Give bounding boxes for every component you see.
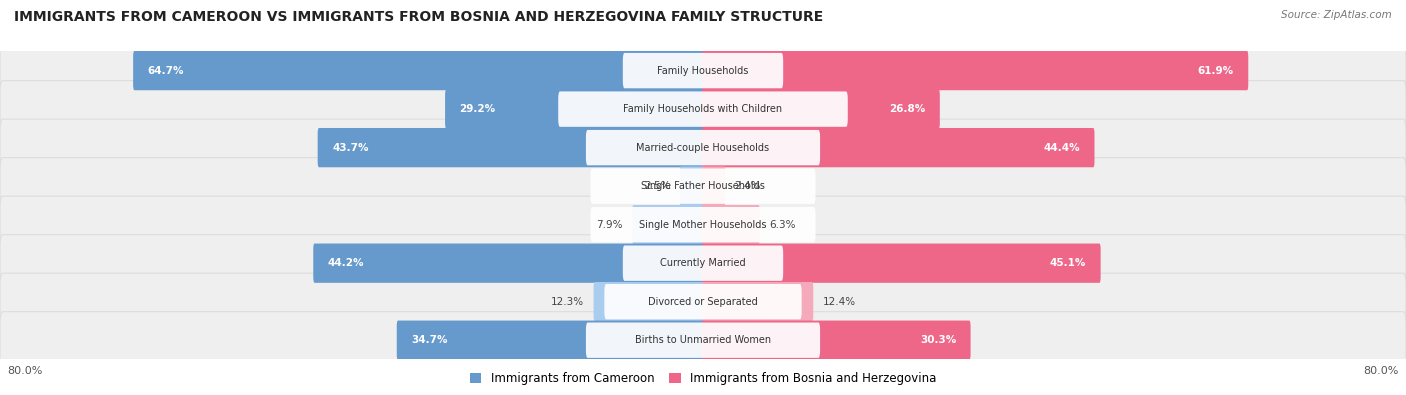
FancyBboxPatch shape bbox=[0, 235, 1406, 292]
Text: Family Households: Family Households bbox=[658, 66, 748, 75]
FancyBboxPatch shape bbox=[0, 196, 1406, 253]
Text: 12.4%: 12.4% bbox=[823, 297, 856, 307]
Text: 80.0%: 80.0% bbox=[7, 366, 42, 376]
Text: 26.8%: 26.8% bbox=[889, 104, 925, 114]
Text: Family Households with Children: Family Households with Children bbox=[623, 104, 783, 114]
FancyBboxPatch shape bbox=[591, 207, 815, 243]
Text: 64.7%: 64.7% bbox=[148, 66, 184, 75]
FancyBboxPatch shape bbox=[586, 130, 820, 166]
FancyBboxPatch shape bbox=[0, 42, 1406, 99]
FancyBboxPatch shape bbox=[318, 128, 704, 167]
Text: Births to Unmarried Women: Births to Unmarried Women bbox=[636, 335, 770, 345]
FancyBboxPatch shape bbox=[134, 51, 704, 90]
Text: 2.4%: 2.4% bbox=[734, 181, 761, 191]
FancyBboxPatch shape bbox=[558, 91, 848, 127]
Text: 43.7%: 43.7% bbox=[332, 143, 368, 152]
Text: 29.2%: 29.2% bbox=[460, 104, 496, 114]
Text: 80.0%: 80.0% bbox=[1364, 366, 1399, 376]
FancyBboxPatch shape bbox=[702, 90, 939, 129]
FancyBboxPatch shape bbox=[0, 312, 1406, 369]
FancyBboxPatch shape bbox=[586, 322, 820, 358]
Text: Divorced or Separated: Divorced or Separated bbox=[648, 297, 758, 307]
FancyBboxPatch shape bbox=[593, 282, 704, 321]
FancyBboxPatch shape bbox=[0, 81, 1406, 137]
FancyBboxPatch shape bbox=[702, 51, 1249, 90]
FancyBboxPatch shape bbox=[0, 273, 1406, 330]
FancyBboxPatch shape bbox=[605, 284, 801, 320]
Text: Source: ZipAtlas.com: Source: ZipAtlas.com bbox=[1281, 10, 1392, 20]
Text: Married-couple Households: Married-couple Households bbox=[637, 143, 769, 152]
FancyBboxPatch shape bbox=[702, 282, 813, 321]
Text: 12.3%: 12.3% bbox=[551, 297, 585, 307]
Text: 61.9%: 61.9% bbox=[1198, 66, 1234, 75]
Text: 7.9%: 7.9% bbox=[596, 220, 623, 229]
FancyBboxPatch shape bbox=[591, 168, 815, 204]
FancyBboxPatch shape bbox=[0, 119, 1406, 176]
FancyBboxPatch shape bbox=[396, 321, 704, 360]
FancyBboxPatch shape bbox=[702, 128, 1094, 167]
Text: 6.3%: 6.3% bbox=[769, 220, 796, 229]
FancyBboxPatch shape bbox=[0, 158, 1406, 214]
Legend: Immigrants from Cameroon, Immigrants from Bosnia and Herzegovina: Immigrants from Cameroon, Immigrants fro… bbox=[470, 372, 936, 385]
FancyBboxPatch shape bbox=[314, 244, 704, 283]
FancyBboxPatch shape bbox=[679, 167, 704, 206]
FancyBboxPatch shape bbox=[623, 245, 783, 281]
FancyBboxPatch shape bbox=[702, 321, 970, 360]
Text: Currently Married: Currently Married bbox=[661, 258, 745, 268]
Text: 2.5%: 2.5% bbox=[644, 181, 671, 191]
FancyBboxPatch shape bbox=[702, 205, 759, 244]
Text: 34.7%: 34.7% bbox=[412, 335, 447, 345]
Text: Single Father Households: Single Father Households bbox=[641, 181, 765, 191]
FancyBboxPatch shape bbox=[633, 205, 704, 244]
FancyBboxPatch shape bbox=[702, 167, 725, 206]
Text: Single Mother Households: Single Mother Households bbox=[640, 220, 766, 229]
Text: IMMIGRANTS FROM CAMEROON VS IMMIGRANTS FROM BOSNIA AND HERZEGOVINA FAMILY STRUCT: IMMIGRANTS FROM CAMEROON VS IMMIGRANTS F… bbox=[14, 10, 824, 24]
FancyBboxPatch shape bbox=[702, 244, 1101, 283]
FancyBboxPatch shape bbox=[623, 53, 783, 88]
Text: 30.3%: 30.3% bbox=[920, 335, 956, 345]
FancyBboxPatch shape bbox=[446, 90, 704, 129]
Text: 44.2%: 44.2% bbox=[328, 258, 364, 268]
Text: 45.1%: 45.1% bbox=[1050, 258, 1087, 268]
Text: 44.4%: 44.4% bbox=[1043, 143, 1080, 152]
